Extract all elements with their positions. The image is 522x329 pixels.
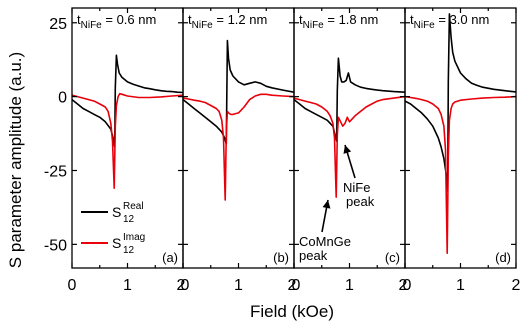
panel-label: (c) (385, 250, 400, 265)
annotation-nife-line1: NiFe (343, 180, 370, 195)
series-real-line (71, 54, 184, 148)
x-tick-label: 0 (292, 277, 301, 294)
annotation-comnge-line2: peak (299, 248, 328, 263)
series-imag-line (293, 95, 406, 198)
x-tick-label: 1 (456, 277, 465, 294)
x-tick-label: 1 (234, 277, 243, 294)
x-tick-label: 1 (345, 277, 354, 294)
x-axis-label: Field (kOe) (250, 302, 334, 321)
x-tick-label: 0 (181, 277, 190, 294)
panel-label: (b) (273, 250, 289, 265)
y-tick-label: 0 (58, 90, 67, 107)
x-tick-label: 0 (68, 277, 77, 294)
y-tick-label: -25 (44, 164, 67, 181)
annotation-nife-line2: peak (346, 194, 375, 209)
series-imag-line (182, 93, 295, 201)
panel-title: tNiFe = 1.8 nm (299, 12, 378, 31)
series-real-line (293, 57, 406, 142)
plot-frame (293, 7, 406, 269)
x-tick-label: 2 (399, 277, 408, 294)
annotation-comnge-line1: CoMnGe (299, 234, 351, 249)
plot-frame (182, 7, 295, 269)
panel-label: (a) (162, 250, 178, 265)
x-tick-label: 1 (123, 277, 132, 294)
panel-b: 0 1 2 tNiFe = 1.2 nm (b) (181, 7, 297, 294)
x-tick-label: 2 (512, 277, 521, 294)
legend-imag-sub: 12 (123, 245, 135, 256)
panel-title: tNiFe = 1.2 nm (188, 12, 267, 31)
series-imag-line (71, 92, 184, 189)
plot-frame (71, 7, 184, 269)
panel-d: 0 1 2 tNiFe = 3.0 nm (d) (403, 7, 521, 294)
x-tick-label: 0 (403, 277, 412, 294)
panel-label: (d) (495, 250, 511, 265)
legend-imag-label: S (112, 235, 121, 251)
y-axis-label: S parameter amplitude (a.u.) (6, 52, 25, 268)
legend-imag-sup: Imag (123, 232, 145, 243)
panel-title: tNiFe = 3.0 nm (410, 12, 489, 31)
annotation-nife-arrow-head (343, 145, 352, 154)
series-imag-line (404, 95, 517, 254)
legend-real-sup: Real (123, 201, 144, 212)
legend-real-sub: 12 (123, 214, 135, 225)
series-real-line (182, 39, 295, 145)
y-tick-label: -50 (44, 237, 67, 254)
y-tick-label: 25 (49, 16, 67, 33)
x-tick-label: 2 (288, 277, 297, 294)
annotation-comnge-arrow-head (322, 200, 331, 209)
panel-title: tNiFe = 0.6 nm (77, 12, 156, 31)
legend-real-label: S (112, 204, 121, 220)
series-real-line (404, 13, 517, 192)
x-tick-label: 2 (177, 277, 186, 294)
plot-frame (404, 7, 517, 269)
